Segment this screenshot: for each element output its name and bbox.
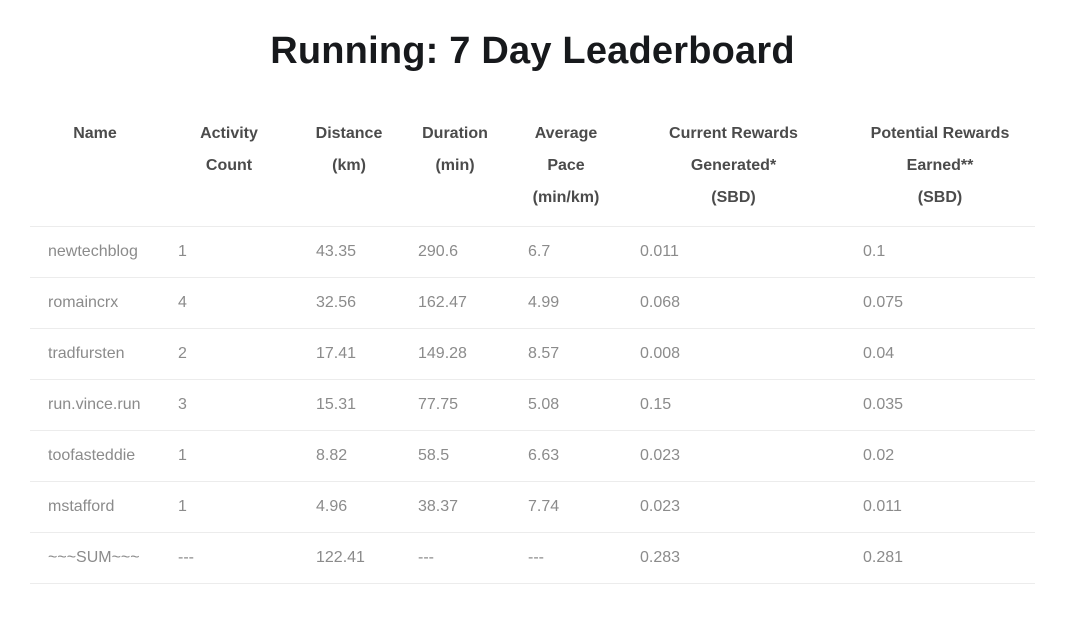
cell-current-rewards: 0.011	[622, 226, 845, 278]
col-header-name-line: Name	[73, 125, 117, 142]
leaderboard-table: Name Activity Count Distance (km) Durati…	[30, 116, 1035, 584]
cell-name: mstafford	[30, 481, 160, 533]
cell-current-rewards: 0.15	[622, 379, 845, 431]
cell-activity-count: 4	[160, 277, 298, 329]
table-row: toofasteddie 1 8.82 58.5 6.63 0.023 0.02	[30, 430, 1035, 482]
col-header-average-pace-line: Pace	[547, 157, 585, 174]
cell-name: newtechblog	[30, 226, 160, 278]
table-row: newtechblog 1 43.35 290.6 6.7 0.011 0.1	[30, 226, 1035, 278]
cell-name: ~~~SUM~~~	[30, 532, 160, 584]
cell-name: toofasteddie	[30, 430, 160, 482]
cell-distance: 122.41	[298, 532, 400, 584]
col-header-duration-line: Duration	[422, 125, 488, 142]
cell-current-rewards: 0.068	[622, 277, 845, 329]
col-header-duration: Duration (min)	[400, 116, 510, 227]
col-header-potential-rewards-line: Potential Rewards	[870, 125, 1010, 142]
col-header-activity-count-line: Activity	[200, 125, 258, 142]
cell-average-pace: 8.57	[510, 328, 622, 380]
col-header-distance: Distance (km)	[298, 116, 400, 227]
cell-average-pace: 5.08	[510, 379, 622, 431]
cell-duration: 58.5	[400, 430, 510, 482]
cell-potential-rewards: 0.035	[845, 379, 1035, 431]
col-header-current-rewards-line: (SBD)	[711, 189, 756, 206]
cell-name: run.vince.run	[30, 379, 160, 431]
col-header-potential-rewards-line: Earned**	[906, 157, 974, 174]
cell-distance: 43.35	[298, 226, 400, 278]
cell-distance: 4.96	[298, 481, 400, 533]
col-header-duration-line: (min)	[435, 157, 475, 174]
cell-current-rewards: 0.283	[622, 532, 845, 584]
col-header-name: Name	[30, 116, 160, 227]
cell-activity-count: 1	[160, 430, 298, 482]
cell-distance: 15.31	[298, 379, 400, 431]
cell-potential-rewards: 0.1	[845, 226, 1035, 278]
table-header-row: Name Activity Count Distance (km) Durati…	[30, 116, 1035, 227]
col-header-average-pace: Average Pace (min/km)	[510, 116, 622, 227]
cell-duration: 290.6	[400, 226, 510, 278]
col-header-activity-count: Activity Count	[160, 116, 298, 227]
cell-activity-count: 1	[160, 226, 298, 278]
cell-potential-rewards: 0.04	[845, 328, 1035, 380]
table-row-sum: ~~~SUM~~~ --- 122.41 --- --- 0.283 0.281	[30, 532, 1035, 584]
cell-duration: ---	[400, 532, 510, 584]
cell-duration: 162.47	[400, 277, 510, 329]
col-header-current-rewards: Current Rewards Generated* (SBD)	[622, 116, 845, 227]
cell-average-pace: 7.74	[510, 481, 622, 533]
cell-distance: 17.41	[298, 328, 400, 380]
cell-activity-count: 3	[160, 379, 298, 431]
cell-potential-rewards: 0.281	[845, 532, 1035, 584]
cell-average-pace: ---	[510, 532, 622, 584]
col-header-activity-count-line: Count	[205, 157, 253, 174]
table-row: romaincrx 4 32.56 162.47 4.99 0.068 0.07…	[30, 277, 1035, 329]
col-header-current-rewards-line: Generated*	[690, 157, 777, 174]
col-header-current-rewards-line: Current Rewards	[669, 125, 798, 142]
cell-potential-rewards: 0.02	[845, 430, 1035, 482]
col-header-potential-rewards-line: (SBD)	[917, 189, 963, 206]
cell-distance: 8.82	[298, 430, 400, 482]
cell-average-pace: 6.7	[510, 226, 622, 278]
col-header-distance-line: Distance	[315, 125, 383, 142]
cell-activity-count: 2	[160, 328, 298, 380]
cell-potential-rewards: 0.011	[845, 481, 1035, 533]
cell-distance: 32.56	[298, 277, 400, 329]
cell-average-pace: 4.99	[510, 277, 622, 329]
table-row: tradfursten 2 17.41 149.28 8.57 0.008 0.…	[30, 328, 1035, 380]
col-header-distance-line: (km)	[332, 157, 366, 174]
cell-activity-count: ---	[160, 532, 298, 584]
page-title: Running: 7 Day Leaderboard	[270, 30, 795, 72]
cell-name: romaincrx	[30, 277, 160, 329]
table-row: mstafford 1 4.96 38.37 7.74 0.023 0.011	[30, 481, 1035, 533]
cell-activity-count: 1	[160, 481, 298, 533]
cell-current-rewards: 0.008	[622, 328, 845, 380]
col-header-potential-rewards: Potential Rewards Earned** (SBD)	[845, 116, 1035, 227]
cell-current-rewards: 0.023	[622, 481, 845, 533]
cell-name: tradfursten	[30, 328, 160, 380]
col-header-average-pace-line: (min/km)	[532, 189, 600, 206]
cell-duration: 77.75	[400, 379, 510, 431]
cell-duration: 38.37	[400, 481, 510, 533]
table-row: run.vince.run 3 15.31 77.75 5.08 0.15 0.…	[30, 379, 1035, 431]
col-header-average-pace-line: Average	[534, 125, 598, 142]
cell-duration: 149.28	[400, 328, 510, 380]
cell-average-pace: 6.63	[510, 430, 622, 482]
cell-current-rewards: 0.023	[622, 430, 845, 482]
cell-potential-rewards: 0.075	[845, 277, 1035, 329]
